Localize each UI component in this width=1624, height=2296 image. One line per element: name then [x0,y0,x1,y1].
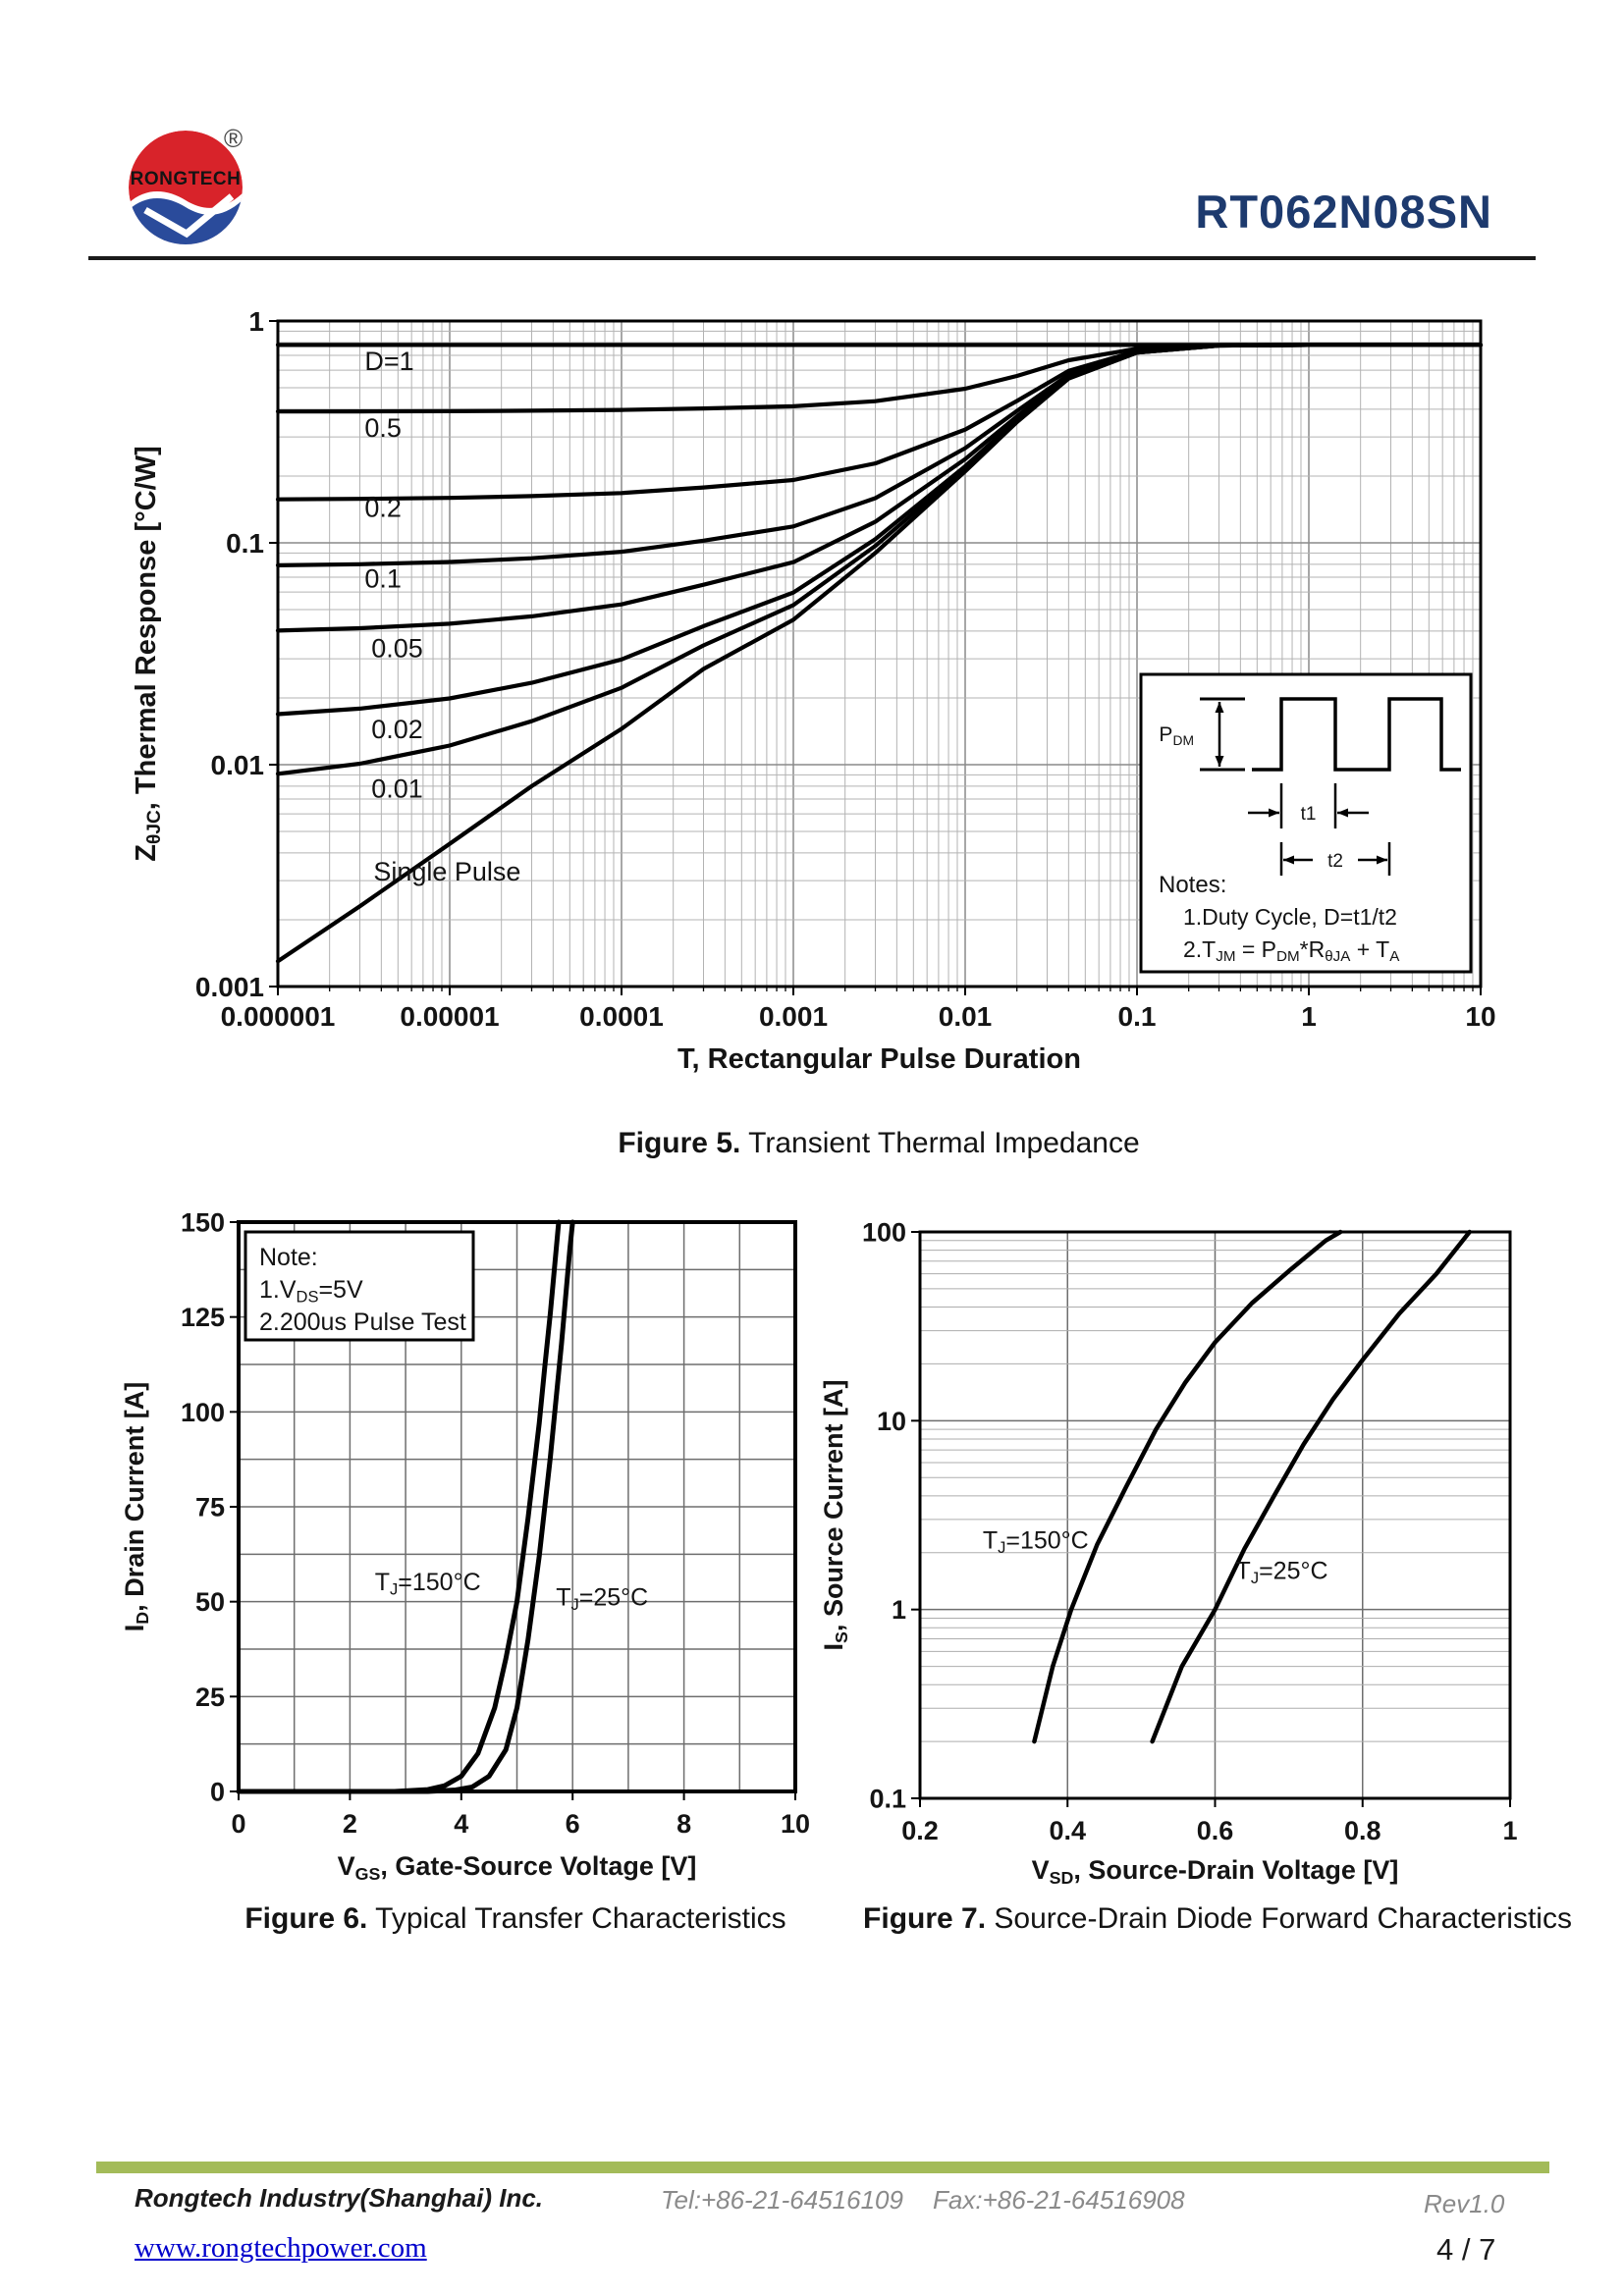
svg-text:50: 50 [195,1587,225,1617]
svg-text:2.TJM = PDM*RθJA + TA: 2.TJM = PDM*RθJA + TA [1183,936,1400,965]
svg-text:8: 8 [677,1809,691,1839]
svg-text:6: 6 [566,1809,580,1839]
figure6-transfer-characteristics-chart: 0 2 4 6 8 100255075100125150TJ=150°CTJ=25°CVG… [120,1207,810,1884]
footer-telephone: Tel:+86-21-64516109 [661,2185,903,2215]
svg-text:Notes:: Notes: [1159,872,1226,898]
svg-text:t1: t1 [1301,804,1317,825]
svg-text:t2: t2 [1327,851,1343,872]
svg-text:1.Duty Cycle, D=t1/t2: 1.Duty Cycle, D=t1/t2 [1183,904,1397,930]
svg-text:125: 125 [181,1303,225,1332]
svg-text:0.00001: 0.00001 [400,1001,499,1032]
svg-text:4: 4 [454,1809,468,1839]
svg-text:ID, Drain Current [A]: ID, Drain Current [A] [120,1382,152,1631]
figure5-caption-text: Transient Thermal Impedance [740,1127,1140,1159]
svg-text:0.1: 0.1 [226,528,264,559]
svg-text:T, Rectangular Pulse Duration: T, Rectangular Pulse Duration [677,1043,1081,1075]
svg-text:2.200us Pulse Test: 2.200us Pulse Test [259,1308,466,1336]
svg-text:VSD, Source-Drain Voltage [V]: VSD, Source-Drain Voltage [V] [1032,1855,1399,1888]
svg-text:0.1: 0.1 [869,1784,906,1813]
svg-text:150: 150 [181,1207,225,1237]
svg-text:0.001: 0.001 [759,1001,828,1032]
company-logo: RONGTECH [126,128,245,247]
svg-text:100: 100 [862,1217,906,1247]
page-title: RT062N08SN [1195,186,1492,238]
svg-text:0.001: 0.001 [195,972,264,1002]
svg-text:1: 1 [248,306,264,337]
svg-text:2: 2 [343,1809,357,1839]
figure7-caption: Figure 7. Source-Drain Diode Forward Cha… [790,1902,1624,1936]
svg-text:1.VDS=5V: 1.VDS=5V [259,1276,363,1307]
svg-text:0.01: 0.01 [939,1001,993,1032]
svg-text:0.1: 0.1 [364,563,402,593]
svg-text:10: 10 [877,1407,906,1436]
svg-text:1: 1 [892,1595,906,1625]
svg-text:TJ=150°C: TJ=150°C [983,1527,1089,1558]
figure5-caption-label: Figure 5. [618,1127,741,1159]
svg-text:TJ=25°C: TJ=25°C [1236,1558,1328,1588]
svg-text:0.2: 0.2 [364,493,402,522]
figure6-caption-text: Typical Transfer Characteristics [367,1902,786,1935]
logo-brand-text: RONGTECH [131,169,242,189]
svg-text:0.01: 0.01 [371,774,423,804]
footer-divider-bar [96,2162,1549,2173]
rongtech-logo-icon: RONGTECH [129,131,243,244]
figure5-transient-thermal-impedance-chart: 0.000001 0.00001 0.0001 0.001 0.01 0.1 1 10 1 0.1… [131,306,1496,1075]
svg-text:TJ=25°C: TJ=25°C [556,1584,648,1615]
svg-text:PDM: PDM [1159,723,1194,748]
svg-text:0.0001: 0.0001 [579,1001,664,1032]
svg-text:25: 25 [195,1682,225,1712]
svg-text:0.1: 0.1 [1118,1001,1157,1032]
svg-text:TJ=150°C: TJ=150°C [375,1569,481,1599]
svg-text:0: 0 [210,1777,225,1806]
svg-text:100: 100 [181,1398,225,1427]
svg-text:ZθJC, Thermal Response [°C/W]: ZθJC, Thermal Response [°C/W] [131,446,165,861]
svg-text:0.05: 0.05 [371,634,423,664]
registered-trademark-icon: ® [224,124,244,153]
footer-company-name: Rongtech Industry(Shanghai) Inc. [135,2183,544,2213]
svg-text:Note:: Note: [259,1244,318,1271]
svg-text:1: 1 [1502,1816,1517,1845]
svg-text:IS, Source Current [A]: IS, Source Current [A] [819,1380,851,1651]
figure5-caption: Figure 5. Transient Thermal Impedance [388,1127,1370,1160]
figure6-caption-label: Figure 6. [244,1902,368,1935]
svg-text:D=1: D=1 [364,347,413,376]
svg-text:0.2: 0.2 [901,1816,939,1845]
svg-text:1: 1 [1301,1001,1317,1032]
header-divider [88,256,1536,260]
svg-text:0: 0 [231,1809,245,1839]
svg-text:0.000001: 0.000001 [221,1001,336,1032]
svg-text:10: 10 [781,1809,810,1839]
svg-text:10: 10 [1465,1001,1495,1032]
figure7-caption-label: Figure 7. [863,1902,987,1935]
footer-fax: Fax:+86-21-64516908 [933,2185,1185,2215]
svg-text:Single Pulse: Single Pulse [373,857,520,886]
svg-text:75: 75 [195,1492,225,1522]
svg-text:0.5: 0.5 [364,413,402,443]
svg-text:0.02: 0.02 [371,715,423,744]
footer-revision: Rev1.0 [1424,2189,1505,2218]
figure6-caption: Figure 6. Typical Transfer Characteristi… [74,1902,957,1936]
figure7-diode-forward-characteristics-chart: 0.2 0.4 0.6 0.8 1 100 10 1 0.1 TJ=150°C TJ=25°C VSD… [819,1217,1518,1888]
svg-text:VGS, Gate-Source Voltage [V]: VGS, Gate-Source Voltage [V] [338,1851,697,1884]
footer-page-number: 4 / 7 [1436,2232,1496,2267]
svg-text:0.4: 0.4 [1049,1816,1086,1845]
svg-text:0.01: 0.01 [211,750,265,780]
figure7-caption-text: Source-Drain Diode Forward Characteristi… [986,1902,1572,1935]
footer-website-link[interactable]: www.rongtechpower.com [135,2232,427,2264]
svg-text:0.6: 0.6 [1197,1816,1234,1845]
svg-text:0.8: 0.8 [1344,1816,1381,1845]
